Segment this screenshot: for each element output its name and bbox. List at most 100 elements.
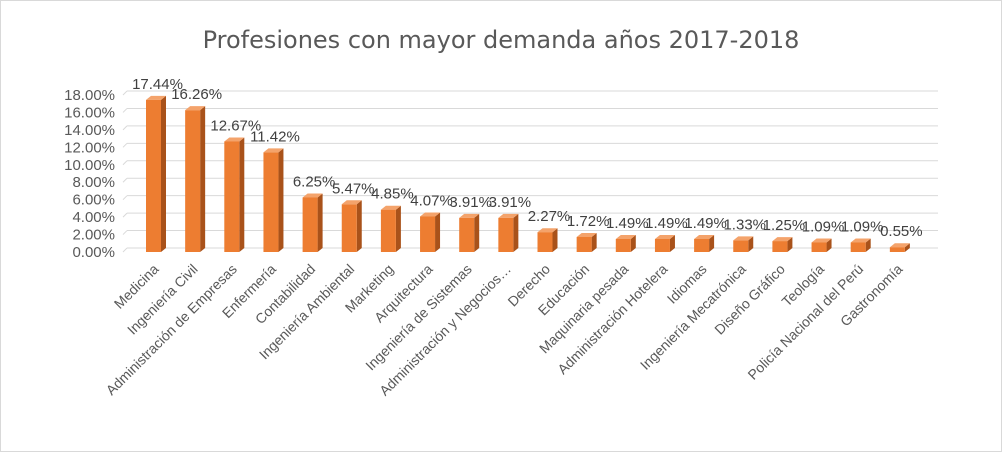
bar-side	[552, 228, 558, 252]
data-label: 1.72%	[567, 213, 610, 230]
y-tick-label: 8.00%	[72, 174, 115, 191]
gridline-depth	[122, 160, 128, 166]
gridline-depth	[122, 177, 128, 183]
bar	[811, 238, 832, 252]
bar-top	[654, 235, 675, 240]
gridline-depth	[122, 212, 128, 218]
bar-top	[380, 205, 401, 210]
bar-top	[576, 232, 597, 237]
data-label: 1.49%	[684, 215, 727, 232]
data-label: 12.67%	[210, 117, 261, 134]
bar-top	[733, 236, 754, 241]
gridlines	[122, 90, 938, 253]
data-labels: 17.44%16.26% 12.67%11.42% 6.25%5.47%4.85%4…	[132, 76, 923, 240]
bar-side	[474, 213, 480, 252]
bar-top	[459, 213, 480, 218]
bar-side	[630, 235, 636, 252]
bar	[146, 95, 166, 252]
bar-top	[302, 193, 323, 198]
bar-side	[317, 193, 323, 252]
y-tick-label: 12.00%	[64, 139, 115, 156]
data-label: 1.49%	[645, 215, 688, 232]
bar	[380, 205, 401, 252]
bar-side	[395, 205, 401, 252]
gridline-depth	[122, 230, 128, 235]
bar-top	[537, 228, 558, 233]
data-label: 3.91%	[489, 194, 532, 211]
data-label: 1.33%	[723, 216, 766, 233]
data-label: 16.26%	[171, 86, 222, 103]
bar-front	[733, 240, 749, 252]
bar-side	[356, 200, 362, 252]
bar-side	[787, 237, 793, 252]
y-axis-ticks: 0.00%2.00%4.00%6.00%8.00%10.00%12.00%14.…	[64, 87, 115, 261]
gridline-depth	[122, 125, 128, 131]
bar	[341, 200, 362, 252]
y-tick-label: 2.00%	[72, 227, 115, 244]
gridline-depth	[122, 90, 128, 96]
bar-front	[576, 236, 592, 252]
gridline-depth	[122, 108, 128, 113]
bar-side	[669, 235, 675, 252]
bar-front	[615, 239, 631, 252]
bar-side	[239, 137, 245, 252]
bar-side	[709, 235, 715, 252]
bar-side	[435, 212, 441, 252]
bar-front	[772, 241, 788, 252]
bar-top	[185, 106, 206, 111]
bar-front	[380, 209, 396, 252]
bar	[537, 228, 558, 252]
y-tick-label: 16.00%	[64, 104, 115, 121]
data-label: 3.91%	[449, 194, 492, 211]
data-label: 6.25%	[293, 173, 336, 190]
bar-side	[748, 236, 754, 252]
bar	[498, 213, 519, 252]
bar	[654, 235, 675, 252]
y-tick-label: 14.00%	[64, 122, 115, 139]
bar-side	[591, 232, 597, 252]
bar-side	[200, 106, 206, 252]
bar	[772, 237, 793, 252]
bar-top	[772, 237, 793, 242]
bar-top	[146, 95, 166, 100]
bar-front	[694, 239, 710, 252]
data-label: 5.47%	[332, 180, 375, 197]
data-label: 17.44%	[132, 76, 183, 93]
bar-top	[263, 148, 284, 153]
bar	[459, 213, 480, 252]
bar	[263, 148, 284, 252]
bar-front	[146, 99, 161, 252]
data-label: 4.85%	[371, 186, 414, 203]
bar-side	[278, 148, 284, 252]
y-tick-label: 4.00%	[72, 209, 115, 226]
data-label: 1.09%	[802, 218, 845, 235]
bar-front	[498, 217, 514, 252]
gridline-depth	[122, 247, 128, 253]
bar-top	[341, 200, 362, 205]
bar-top	[850, 238, 871, 243]
gridline-depth	[122, 195, 128, 201]
bar	[850, 238, 871, 252]
gridline-depth	[122, 142, 128, 148]
bar	[694, 235, 715, 252]
bar	[889, 243, 910, 252]
y-tick-label: 18.00%	[64, 87, 115, 104]
bar-top	[694, 235, 715, 240]
bars	[146, 95, 910, 252]
bar-front	[889, 247, 905, 252]
data-label: 1.49%	[606, 215, 649, 232]
bar	[615, 235, 636, 252]
bar-front	[654, 239, 670, 252]
bar-front	[263, 152, 279, 252]
bar	[302, 193, 323, 252]
chart-title: Profesiones con mayor demanda años 2017-…	[203, 26, 800, 54]
bar-top	[498, 213, 519, 218]
y-tick-label: 6.00%	[72, 192, 115, 209]
y-tick-label: 0.00%	[72, 244, 115, 261]
bar-front	[302, 197, 318, 252]
bar-side	[513, 213, 519, 252]
data-label: 1.25%	[763, 217, 806, 234]
